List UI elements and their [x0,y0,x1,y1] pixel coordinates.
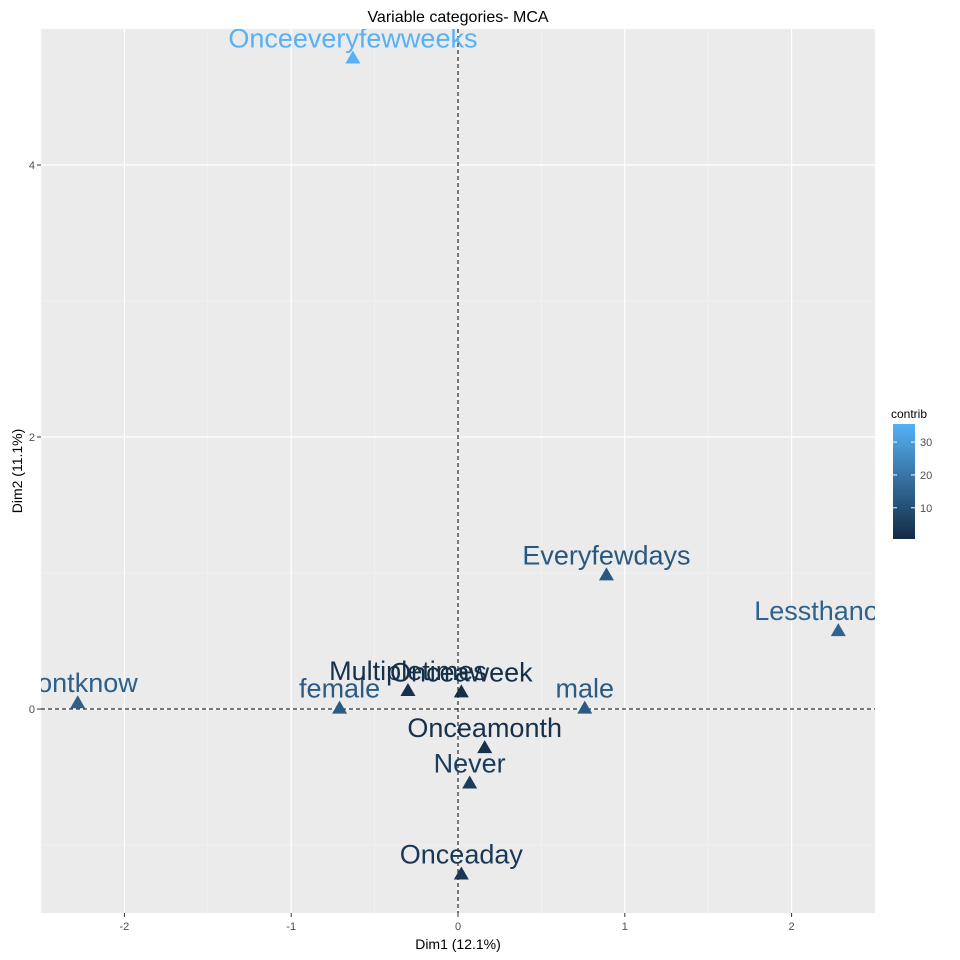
legend-colorbar [893,424,915,539]
point-marker [345,50,361,64]
y-tick-label: 2 [29,432,35,444]
legend-title: contrib [891,407,927,421]
x-tick-label: 1 [622,921,628,933]
point-marker [453,866,469,880]
y-axis-title: Dim2 (11.1%) [9,429,25,514]
point-label: Dontknow [18,668,139,698]
point-label: Never [434,748,506,778]
y-tick-label: 0 [29,704,35,716]
point-label: Onceaday [400,840,524,870]
point-marker [830,623,846,637]
point-label: Onceaweek [390,657,533,687]
x-tick-label: -2 [120,921,130,933]
x-axis: -2 -1 0 1 2 [120,913,795,933]
point-label: Everyfewdays [522,540,690,570]
point-label: female [299,674,380,704]
point-label: Multipletimes [329,656,487,686]
point-marker [70,695,86,709]
points-layer: Onceeveryfewweeks Everyfewdays Lessthanonc… [18,24,922,880]
point-marker [332,700,348,714]
chart-title: Variable categories- MCA [367,9,548,26]
legend-tick-label: 10 [920,503,932,515]
point-marker [577,700,593,714]
y-axis: 0 2 4 [29,160,41,716]
point-marker [477,740,493,754]
point-label: Onceeveryfewweeks [228,24,477,54]
x-tick-label: -1 [286,921,296,933]
legend-ticks: 10 20 30 [893,437,932,515]
legend: contrib 10 20 30 [891,407,932,539]
point-label: Onceamonth [407,713,562,743]
reference-lines [41,29,875,913]
point-label: male [556,674,615,704]
y-tick-label: 4 [29,160,35,172]
point-label: Lessthanonce [754,596,922,626]
x-tick-label: 2 [789,921,795,933]
legend-tick-label: 30 [920,437,932,449]
point-marker [453,684,469,698]
point-marker [462,775,478,789]
point-marker [400,682,416,696]
point-marker [598,567,614,581]
x-axis-title: Dim1 (12.1%) [415,936,501,952]
major-gridlines [41,29,875,913]
x-tick-label: 0 [455,921,461,933]
legend-tick-label: 20 [920,470,932,482]
